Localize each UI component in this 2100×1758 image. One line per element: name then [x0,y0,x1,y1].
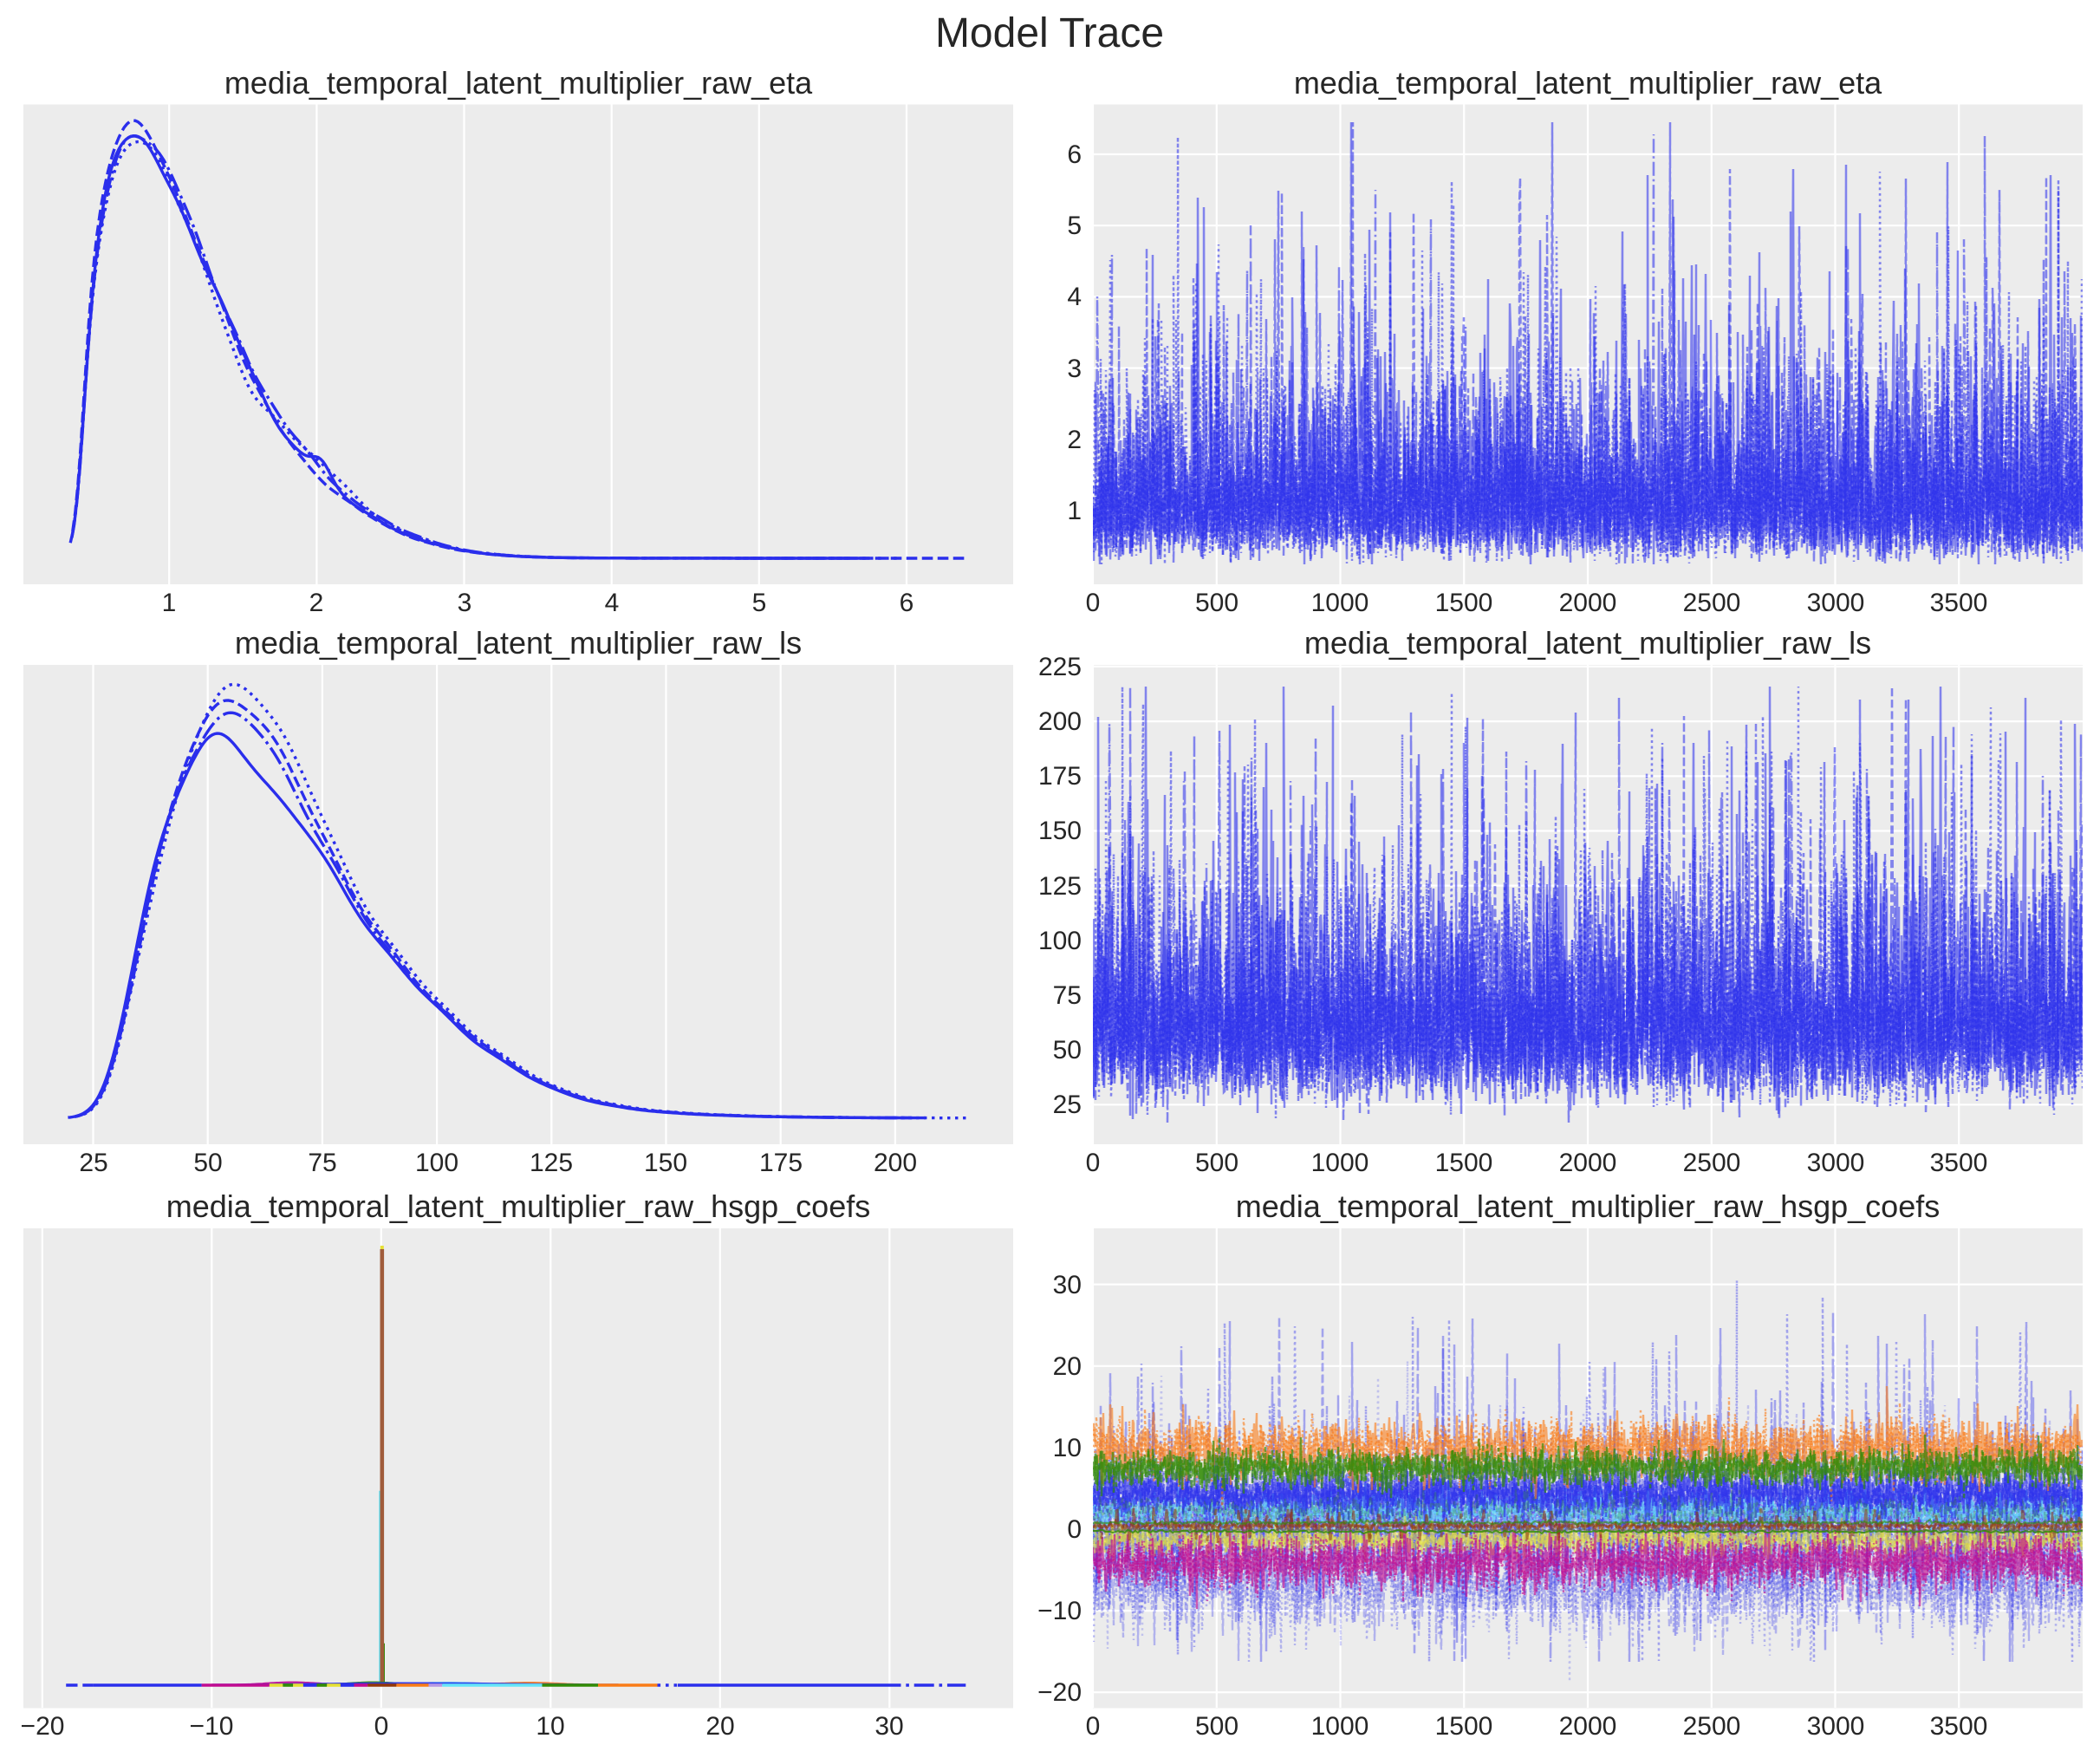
svg-text:3500: 3500 [1930,1712,1988,1741]
svg-text:1500: 1500 [1435,589,1493,617]
svg-text:3: 3 [458,589,472,617]
svg-text:2500: 2500 [1683,589,1741,617]
svg-text:3000: 3000 [1807,1149,1865,1177]
svg-text:−20: −20 [1037,1678,1082,1707]
svg-text:20: 20 [705,1712,734,1741]
svg-text:−20: −20 [21,1712,65,1741]
svg-text:2000: 2000 [1559,1712,1617,1741]
svg-text:1500: 1500 [1435,1149,1493,1177]
svg-text:1: 1 [1067,497,1082,525]
svg-text:200: 200 [874,1149,917,1177]
svg-text:3500: 3500 [1930,589,1988,617]
svg-text:0: 0 [1067,1515,1082,1544]
svg-text:500: 500 [1195,1149,1239,1177]
svg-text:−10: −10 [1037,1597,1082,1625]
svg-text:200: 200 [1038,707,1082,736]
svg-text:4: 4 [1067,283,1082,311]
svg-text:500: 500 [1195,1712,1239,1741]
svg-text:175: 175 [1038,762,1082,791]
svg-text:Model Trace: Model Trace [935,10,1164,56]
svg-text:100: 100 [1038,927,1082,955]
svg-text:30: 30 [1053,1271,1082,1299]
svg-text:0: 0 [1086,589,1101,617]
svg-text:3500: 3500 [1930,1149,1988,1177]
svg-text:2500: 2500 [1683,1149,1741,1177]
svg-text:2000: 2000 [1559,1149,1617,1177]
svg-text:5: 5 [752,589,767,617]
svg-text:225: 225 [1038,653,1082,681]
svg-text:150: 150 [644,1149,687,1177]
svg-text:20: 20 [1053,1352,1082,1381]
svg-text:25: 25 [1053,1091,1082,1119]
svg-text:2: 2 [1067,426,1082,454]
svg-text:media_temporal_latent_multipli: media_temporal_latent_multiplier_raw_hsg… [166,1188,870,1224]
svg-text:3000: 3000 [1807,1712,1865,1741]
svg-text:0: 0 [1086,1149,1101,1177]
svg-text:0: 0 [374,1712,389,1741]
svg-text:30: 30 [874,1712,903,1741]
svg-text:6: 6 [1067,140,1082,169]
svg-text:media_temporal_latent_multipli: media_temporal_latent_multiplier_raw_eta [224,65,813,101]
svg-text:media_temporal_latent_multipli: media_temporal_latent_multiplier_raw_ls [235,625,802,661]
svg-text:−10: −10 [190,1712,234,1741]
svg-text:media_temporal_latent_multipli: media_temporal_latent_multiplier_raw_hsg… [1236,1188,1940,1224]
svg-text:6: 6 [900,589,914,617]
svg-text:3000: 3000 [1807,589,1865,617]
svg-text:100: 100 [415,1149,458,1177]
svg-text:1000: 1000 [1311,1149,1369,1177]
svg-text:50: 50 [1053,1036,1082,1065]
svg-text:2000: 2000 [1559,589,1617,617]
svg-text:75: 75 [1053,981,1082,1010]
svg-text:125: 125 [1038,872,1082,901]
svg-text:25: 25 [79,1149,107,1177]
svg-text:500: 500 [1195,589,1239,617]
svg-text:1000: 1000 [1311,589,1369,617]
svg-text:2: 2 [309,589,324,617]
svg-text:media_temporal_latent_multipli: media_temporal_latent_multiplier_raw_ls [1304,625,1871,661]
svg-text:10: 10 [536,1712,564,1741]
svg-text:4: 4 [605,589,620,617]
svg-text:175: 175 [759,1149,803,1177]
svg-text:media_temporal_latent_multipli: media_temporal_latent_multiplier_raw_eta [1294,65,1882,101]
svg-text:2500: 2500 [1683,1712,1741,1741]
svg-text:75: 75 [308,1149,336,1177]
svg-text:0: 0 [1086,1712,1101,1741]
svg-text:3: 3 [1067,355,1082,383]
svg-text:150: 150 [1038,817,1082,845]
svg-text:10: 10 [1053,1434,1082,1462]
svg-text:1: 1 [162,589,177,617]
svg-text:125: 125 [530,1149,573,1177]
svg-text:1000: 1000 [1311,1712,1369,1741]
svg-text:5: 5 [1067,212,1082,240]
svg-text:50: 50 [193,1149,222,1177]
svg-text:1500: 1500 [1435,1712,1493,1741]
